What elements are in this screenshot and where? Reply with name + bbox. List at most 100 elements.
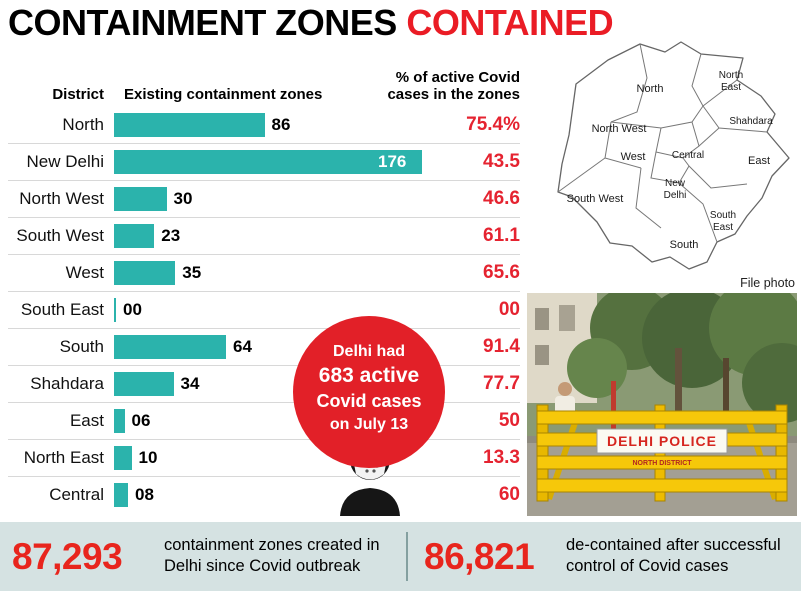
bar-area: 23 (114, 224, 432, 248)
footer-divider (406, 532, 408, 581)
zones-bar (114, 224, 155, 248)
zones-bar (114, 261, 176, 285)
zones-bar (114, 335, 226, 359)
bar-area: 64 (114, 335, 432, 359)
zones-bar (114, 446, 132, 470)
pct-value: 13.3 (483, 447, 520, 468)
bar-area: 176 (114, 150, 432, 174)
stat-number-created: 87,293 (12, 536, 123, 577)
zones-column-header: Existing containment zones (124, 86, 323, 103)
zones-bar (114, 187, 167, 211)
chart-header: District Existing containment zones % of… (8, 58, 520, 106)
bar-area: 86 (114, 112, 432, 137)
district-label: New Delhi (26, 152, 104, 171)
pct-value: 75.4% (466, 113, 520, 135)
pct-value: 77.7 (483, 373, 520, 394)
zones-value: 64 (233, 337, 252, 356)
table-row: North 86 75.4% (8, 106, 520, 143)
trees (567, 293, 797, 423)
title-main: CONTAINMENT ZONES (8, 2, 407, 43)
map-label-north-east: North (719, 70, 743, 81)
footer-stats-strip: 87,293 containment zones created in Delh… (0, 522, 801, 591)
table-row: South West 23 61.1 (8, 217, 520, 254)
zones-value: 06 (131, 411, 151, 430)
zones-value: 08 (135, 485, 154, 504)
district-label: North West (19, 189, 104, 208)
table-row: Central 08 60 (8, 476, 520, 513)
zones-value: 35 (182, 263, 202, 282)
bar-area: 35 (114, 261, 432, 285)
map-label-new-delhi: New (665, 178, 686, 189)
pct-value: 50 (498, 410, 520, 431)
bar-area: 00 (114, 298, 432, 322)
pct-value: 00 (498, 299, 520, 320)
callout-line: Covid cases (316, 390, 422, 411)
pct-value: 61.1 (483, 225, 520, 246)
zones-value: 34 (180, 374, 200, 393)
district-label: South (59, 337, 104, 356)
bar-area: 34 (114, 372, 432, 396)
table-row: Shahdara 34 77.7 (8, 365, 520, 402)
map-label-west: West (621, 151, 646, 163)
map-label-north-west: North West (592, 123, 647, 135)
map-label-south-east: South (710, 210, 736, 221)
barricade-sign-subtext: NORTH DISTRICT (632, 460, 692, 467)
map-label-south: South (670, 239, 699, 251)
zones-value: 23 (161, 226, 181, 245)
barricade-sign (596, 428, 728, 454)
table-row: West 35 65.6 (8, 254, 520, 291)
zones-bar (114, 298, 116, 322)
pct-value: 46.6 (483, 188, 520, 209)
callout-line: Delhi had (332, 343, 405, 360)
map-label-south-west: South West (567, 193, 624, 205)
containment-zones-chart: District Existing containment zones % of… (8, 58, 520, 513)
district-label: East (69, 411, 104, 430)
title-accent: CONTAINED (406, 2, 614, 43)
map-label-new-delhi: Delhi (664, 190, 687, 201)
pct-value: 91.4 (483, 336, 520, 357)
map-label-north-east: East (721, 82, 741, 93)
district-label: North (62, 114, 104, 134)
district-label: South East (20, 300, 104, 319)
table-row: New Delhi 176 43.5 (8, 143, 520, 180)
district-label: South West (16, 226, 104, 245)
district-label: North East (23, 448, 104, 467)
pct-value: 60 (498, 484, 520, 505)
pct-value: 65.6 (483, 262, 520, 283)
district-column-header: District (52, 86, 104, 103)
map-district-borders (557, 43, 768, 243)
table-row: South 64 91.4 (8, 328, 520, 365)
page-title: CONTAINMENT ZONES CONTAINED (8, 2, 614, 44)
pct-column-header: % of active Covid cases in the zones (387, 68, 520, 103)
district-label: West (65, 263, 104, 282)
zones-bar (114, 483, 128, 507)
table-row: East 06 50 (8, 402, 520, 439)
pct-value: 43.5 (483, 151, 520, 172)
district-label: Shahdara (30, 374, 104, 393)
bar-area: 06 (114, 409, 432, 433)
zones-value: 86 (271, 114, 291, 134)
district-label: Central (49, 485, 104, 504)
stat-label-created: containment zones created in Delhi since… (164, 536, 380, 576)
table-row: North East 10 13.3 (8, 439, 520, 476)
map-label-east: East (748, 155, 770, 167)
barricade-sign-text: DELHI POLICE (607, 433, 717, 449)
zones-bar (114, 372, 174, 396)
delhi-district-map: North North East Shahdara North West Wes… (557, 41, 790, 270)
callout-line: 683 active (318, 364, 420, 388)
zones-bar (114, 150, 422, 174)
map-label-shahdara: Shahdara (729, 116, 773, 127)
callout-line: on July 13 (329, 415, 409, 433)
stat-label-decontained: de-contained after successful control of… (566, 536, 781, 576)
map-label-south-east: East (713, 222, 733, 233)
callout-badge: Delhi had 683 active Covid cases on July… (293, 316, 445, 468)
zones-value: 30 (173, 189, 193, 208)
zones-bar (114, 112, 265, 137)
zones-value: 176 (378, 152, 407, 171)
stat-number-decontained: 86,821 (424, 536, 535, 577)
table-row: South East 00 00 (8, 291, 520, 328)
bar-area: 08 (114, 483, 432, 507)
zones-value: 00 (123, 300, 142, 319)
zones-value: 10 (138, 448, 158, 467)
